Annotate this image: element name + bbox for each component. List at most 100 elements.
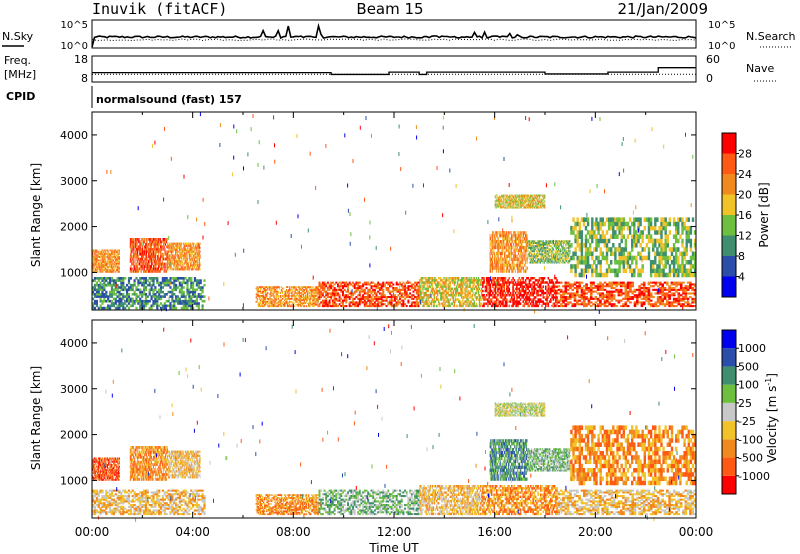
echo-cell (164, 247, 166, 251)
echo-cell (377, 285, 380, 288)
echo-cell (670, 287, 674, 290)
echo-cell (392, 290, 395, 293)
echo-cell (151, 257, 153, 261)
echo-cell (156, 247, 158, 251)
echo-cell (573, 294, 577, 297)
echo-cell (368, 296, 371, 299)
frequency-right-tick-top: 60 (706, 53, 720, 66)
echo-cell (141, 238, 143, 241)
echo-cell (132, 240, 134, 244)
echo-cell (462, 291, 464, 295)
echo-cell (96, 262, 98, 265)
echo-cell (184, 260, 186, 263)
echo-cell (148, 288, 151, 292)
echo-cell (455, 291, 458, 295)
echo-cell (186, 286, 189, 289)
echo-cell (504, 298, 507, 301)
echo-cell (337, 285, 339, 288)
echo-cell (262, 295, 265, 297)
echo-cell (456, 283, 459, 286)
echo-cell (491, 260, 493, 264)
echo-cell (282, 295, 285, 297)
echo-cell (189, 250, 191, 253)
echo-cell (629, 285, 632, 288)
echo-cell (161, 255, 163, 258)
echo-cell (257, 289, 260, 291)
echo-cell (104, 264, 105, 267)
echo-cell (286, 293, 288, 296)
echo-cell (265, 289, 267, 291)
echo-cell (502, 277, 504, 280)
echo-cell (94, 252, 96, 255)
echo-cell (112, 304, 115, 308)
echo-cell (106, 252, 108, 255)
echo-cell (311, 293, 313, 296)
echo-cell (367, 281, 370, 284)
echo-cell (182, 290, 185, 294)
echo-cell (389, 281, 391, 284)
echo-cell (186, 279, 189, 282)
echo-cell (143, 270, 144, 273)
echo-cell (265, 290, 267, 293)
echo-cell (392, 287, 395, 290)
echo-cell (159, 283, 163, 287)
echo-cell (599, 296, 602, 299)
echo-cell (195, 244, 197, 247)
echo-cell (154, 288, 157, 292)
echo-cell (312, 296, 314, 299)
echo-cell (133, 240, 135, 244)
echo-cell (134, 270, 136, 273)
echo-cell (99, 257, 101, 260)
echo-cell (542, 291, 545, 295)
echo-cell (301, 293, 304, 296)
echo-cell (493, 296, 495, 299)
echo-cell (440, 298, 442, 301)
echo-cell (437, 304, 439, 308)
echo-cell (629, 283, 632, 286)
echo-cell (102, 254, 103, 257)
echo-cell (140, 270, 142, 273)
echo-cell (260, 298, 263, 300)
echo-cell (552, 283, 555, 286)
echo-cell (452, 296, 455, 299)
echo-cell (540, 287, 542, 291)
echo-cell (402, 303, 405, 306)
echo-cell (589, 294, 593, 297)
echo-cell (656, 299, 660, 302)
echo-cell (499, 287, 502, 291)
echo-cell (468, 285, 470, 288)
echo-cell (506, 285, 508, 288)
echo-cell (188, 302, 191, 305)
echo-cell (452, 289, 455, 293)
echo-cell (475, 285, 478, 288)
echo-cell (302, 286, 305, 288)
echo-cell (169, 242, 170, 245)
echo-cell (151, 238, 153, 241)
echo-cell (135, 245, 137, 249)
echo-cell (432, 300, 435, 303)
echo-cell (283, 299, 286, 302)
echo-cell (507, 291, 509, 295)
echo-cell (126, 290, 129, 294)
echo-cell (526, 283, 528, 286)
echo-cell (118, 279, 121, 282)
echo-cell (92, 302, 95, 305)
echo-cell (137, 252, 139, 256)
echo-cell (157, 270, 159, 273)
echo-cell (524, 291, 527, 295)
echo-cell (268, 298, 270, 300)
echo-cell (149, 267, 151, 271)
echo-cell (287, 300, 289, 303)
echo-cell (508, 277, 511, 280)
echo-cell (150, 257, 152, 261)
echo-cell (139, 260, 141, 263)
echo-cell (168, 250, 170, 253)
echo-cell (126, 283, 129, 287)
echo-cell (490, 260, 492, 264)
echo-cell (153, 245, 155, 249)
echo-cell (303, 290, 306, 293)
echo-cell (400, 296, 403, 299)
echo-cell (326, 294, 329, 297)
echo-cell (97, 254, 98, 257)
echo-cell (524, 302, 527, 305)
